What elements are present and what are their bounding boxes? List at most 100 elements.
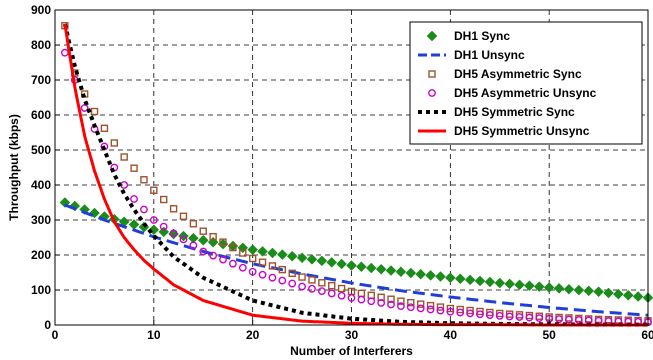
series-dh1-sync [59, 197, 653, 304]
data-point [189, 220, 198, 228]
data-point [474, 275, 486, 287]
data-point [426, 305, 435, 314]
data-point [199, 227, 207, 235]
data-point [553, 283, 565, 294]
y-axis-ticks: 0 100 200 300 400 500 600 700 800 900 [31, 3, 60, 332]
data-point [209, 232, 217, 241]
data-point [387, 295, 395, 303]
y-tick-label: 300 [31, 213, 51, 227]
data-point [268, 262, 277, 270]
data-point [466, 306, 474, 315]
data-point [535, 314, 544, 323]
y-tick-label: 800 [31, 38, 51, 52]
data-point [110, 139, 119, 147]
data-point [574, 316, 583, 324]
data-point [533, 281, 545, 292]
data-point [456, 305, 464, 314]
data-point [397, 297, 405, 305]
data-point [278, 276, 287, 285]
data-point [583, 285, 595, 297]
data-point [328, 281, 336, 290]
x-tick-label: 40 [444, 328, 458, 342]
data-point [327, 289, 336, 298]
data-point [337, 284, 346, 293]
x-tick-label: 0 [52, 328, 59, 342]
data-point [159, 222, 168, 231]
data-point [306, 253, 318, 265]
data-point [179, 212, 188, 220]
data-point [426, 301, 435, 310]
data-point [100, 124, 109, 133]
legend-marker [428, 70, 436, 78]
data-point [189, 241, 198, 250]
x-tick-label: 10 [147, 328, 161, 342]
series-line [64, 203, 649, 317]
data-point [130, 164, 138, 172]
data-point [385, 265, 397, 276]
data-point [188, 232, 199, 244]
data-point [268, 273, 277, 282]
data-point [347, 294, 356, 302]
data-point [446, 307, 455, 316]
y-tick-label: 100 [31, 283, 51, 297]
data-point [296, 252, 308, 264]
data-point [286, 250, 298, 262]
data-point [365, 262, 377, 274]
legend: DH1 Sync DH1 Unsync DH5 Asymmetric Sync DH5… [409, 21, 643, 145]
data-point [573, 284, 585, 296]
data-point [395, 266, 407, 278]
data-point [543, 282, 555, 293]
data-point [406, 303, 415, 312]
data-point [160, 195, 168, 204]
legend-marker [426, 30, 438, 42]
data-point [525, 313, 534, 322]
data-point [140, 176, 148, 184]
data-point [464, 274, 476, 286]
data-point [346, 260, 357, 271]
data-point [209, 251, 218, 260]
legend-entry: DH5 Symmetric Unsync [454, 124, 590, 138]
data-point [603, 287, 614, 299]
legend-entry: DH1 Sync [454, 29, 510, 43]
data-point [257, 246, 268, 257]
data-point [397, 302, 405, 310]
y-tick-label: 500 [31, 143, 51, 157]
data-point [407, 298, 415, 307]
data-point [416, 304, 425, 313]
x-tick-label: 20 [246, 328, 260, 342]
data-point [267, 247, 278, 259]
data-point [466, 309, 474, 318]
legend-entry: DH5 Asymmetric Sync [454, 67, 582, 81]
data-point [229, 243, 237, 252]
data-point [179, 235, 188, 244]
data-point [612, 288, 624, 300]
data-point [425, 270, 436, 281]
data-point [288, 269, 296, 278]
series-dh1-unsync [64, 203, 649, 317]
data-point [298, 282, 306, 291]
data-point [484, 276, 496, 288]
y-tick-label: 600 [31, 108, 51, 122]
data-point [247, 244, 259, 256]
x-tick-label: 50 [542, 328, 556, 342]
data-point [563, 283, 575, 295]
data-point [485, 311, 494, 319]
data-point [356, 261, 367, 273]
data-point [405, 267, 417, 279]
data-point [436, 303, 445, 311]
data-point [248, 267, 257, 276]
data-point [316, 255, 328, 267]
data-point [495, 311, 504, 320]
data-point [337, 291, 346, 300]
data-point [514, 279, 525, 291]
data-point [505, 312, 514, 321]
data-point [298, 273, 306, 281]
data-point [454, 273, 466, 285]
legend-box [409, 21, 643, 145]
data-point [239, 249, 247, 257]
data-point [476, 307, 484, 316]
data-point [515, 313, 524, 321]
data-point [446, 304, 455, 313]
data-point [456, 308, 465, 317]
